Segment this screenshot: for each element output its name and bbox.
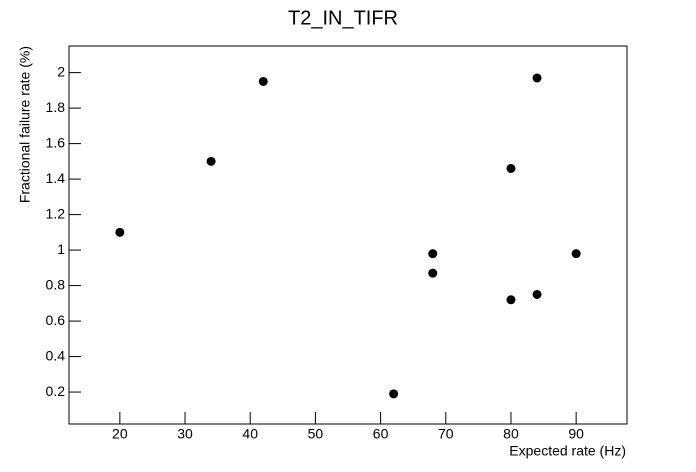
y-tick-label: 1.8	[46, 99, 66, 115]
y-tick-label: 0.8	[46, 276, 66, 292]
chart-title: T2_IN_TIFR	[288, 7, 398, 29]
point	[571, 249, 581, 259]
point	[506, 163, 516, 173]
y-tick-label: 0.6	[46, 312, 66, 328]
y-tick-label: 1.4	[46, 170, 66, 186]
point	[428, 249, 438, 259]
x-tick-label: 90	[568, 426, 584, 442]
x-tick-label: 60	[373, 426, 389, 442]
x-axis-title: Expected rate (Hz)	[509, 443, 626, 459]
y-tick-label: 1	[57, 241, 65, 257]
y-tick-label: 0.4	[46, 347, 66, 363]
point	[506, 295, 516, 305]
point	[389, 389, 399, 399]
plot-frame	[68, 45, 628, 425]
point	[115, 227, 125, 237]
x-tick-label: 40	[242, 426, 258, 442]
y-tick-label: 2	[57, 63, 65, 79]
point	[532, 73, 542, 83]
y-tick-label: 1.6	[46, 134, 66, 150]
y-tick-label: 0.2	[46, 383, 66, 399]
x-tick-label: 30	[177, 426, 193, 442]
y-tick-label: 1.2	[46, 205, 66, 221]
x-tick-label: 20	[112, 426, 128, 442]
y-axis-title: Fractional failure rate (%)	[17, 46, 33, 203]
point	[258, 76, 268, 86]
x-tick-label: 70	[438, 426, 454, 442]
x-tick-label: 50	[308, 426, 324, 442]
x-tick-label: 80	[503, 426, 519, 442]
point	[428, 268, 438, 278]
point	[206, 156, 216, 166]
point	[532, 289, 542, 299]
